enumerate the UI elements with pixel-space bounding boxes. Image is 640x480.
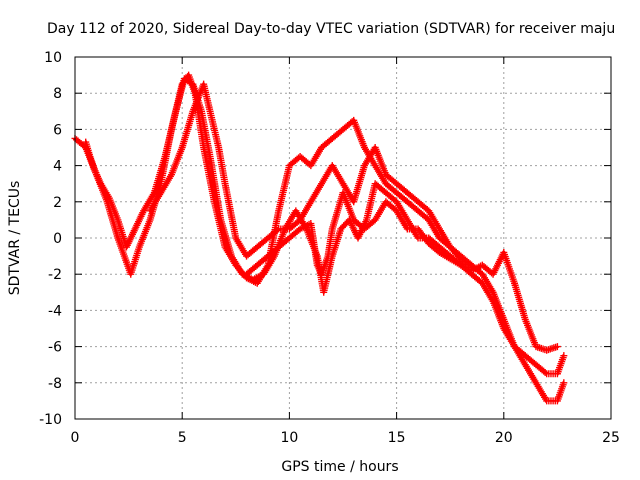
y-tick-label: 10 xyxy=(44,50,62,66)
x-tick-label: 5 xyxy=(178,430,187,446)
y-tick-label: 0 xyxy=(53,231,62,247)
data-marker xyxy=(462,260,470,268)
x-tick-label: 10 xyxy=(280,430,298,446)
data-marker xyxy=(457,261,465,269)
data-marker xyxy=(560,379,568,387)
data-markers xyxy=(71,71,568,405)
series-sat-track-d xyxy=(243,189,465,278)
x-tick-label: 0 xyxy=(71,430,80,446)
data-marker xyxy=(463,262,471,270)
y-axis-title: SDTVAR / TECUs xyxy=(7,181,23,296)
tick-labels: 0 5 10 15 20 25 -10 -8 -6 -4 -2 0 2 4 6 8 10 xyxy=(39,50,620,446)
x-axis-title: GPS time / hours xyxy=(281,459,398,475)
data-marker xyxy=(553,343,561,351)
y-tick-label: -4 xyxy=(48,303,62,319)
y-tick-label: 6 xyxy=(53,122,62,138)
data-marker xyxy=(541,368,549,376)
chart-title: Day 112 of 2020, Sidereal Day-to-day VTE… xyxy=(47,21,615,37)
y-tick-label: 2 xyxy=(53,195,62,211)
data-marker xyxy=(465,263,473,271)
x-tick-label: 20 xyxy=(495,430,513,446)
x-tick-label: 25 xyxy=(602,430,620,446)
y-tick-label: -10 xyxy=(39,412,62,428)
data-marker xyxy=(273,226,281,234)
y-tick-label: -8 xyxy=(48,376,62,392)
data-marker xyxy=(560,352,568,360)
y-tick-label: -6 xyxy=(48,340,62,356)
x-tick-label: 15 xyxy=(388,430,406,446)
y-tick-label: 8 xyxy=(53,86,62,102)
y-tick-label: 4 xyxy=(53,159,62,175)
plot-frame xyxy=(74,56,612,420)
y-tick-label: -2 xyxy=(48,267,62,283)
series-sat-track-c xyxy=(146,80,561,354)
